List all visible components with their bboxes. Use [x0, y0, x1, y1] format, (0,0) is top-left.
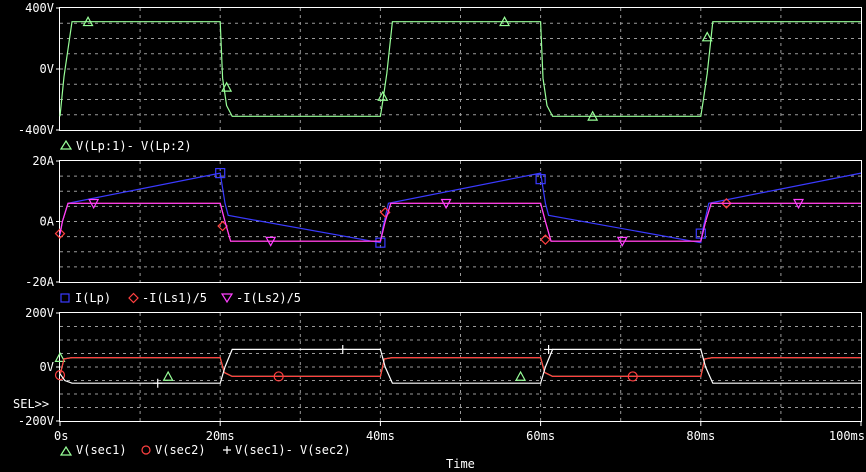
- legend-label-i-lp: I(Lp): [75, 291, 111, 305]
- legend-triangle-down-icon: [220, 293, 234, 304]
- sel-marker-label[interactable]: SEL>>: [13, 397, 49, 411]
- marker-i-ls1-5: [379, 207, 391, 218]
- marker-v-sec1: [162, 370, 174, 381]
- marker-i-lp: [695, 228, 706, 239]
- x-tick-label: 60ms: [526, 429, 555, 443]
- marker-v-sec2: [54, 370, 66, 381]
- legend-label-i-ls1: -I(Ls1)/5: [142, 291, 207, 305]
- series-line-v-sec1-v-sec2: [59, 348, 861, 384]
- top-plot-series: [59, 15, 861, 121]
- series-line-v-sec2: [59, 357, 861, 377]
- marker-v-lp-1-v-lp-2: [701, 31, 713, 42]
- marker-i-ls1-5: [540, 234, 551, 245]
- marker-v-lp-1-v-lp-2: [587, 110, 599, 121]
- marker-i-ls2-5: [265, 236, 277, 247]
- bottom-legend: V(sec1) V(sec2) V(sec1)- V(sec2): [59, 443, 351, 457]
- x-axis-label: Time: [446, 457, 475, 471]
- marker-i-lp: [375, 237, 386, 248]
- legend-plus-icon: [223, 446, 231, 454]
- marker-i-lp: [535, 174, 546, 185]
- marker-v-lp-1-v-lp-2: [377, 90, 389, 101]
- y-tick-label: 0V: [40, 360, 54, 374]
- marker-v-sec1: [515, 370, 527, 381]
- top-plot-grid: [60, 8, 861, 130]
- y-tick-label: -20A: [25, 275, 55, 289]
- legend-label-v-sec-diff: V(sec1)- V(sec2): [235, 443, 351, 457]
- marker-v-lp-1-v-lp-2: [499, 15, 511, 27]
- bottom-plot-series: [54, 344, 861, 388]
- marker-i-ls2-5: [793, 198, 805, 210]
- legend-label-v-sec2: V(sec2): [155, 443, 206, 457]
- legend-circle-icon: [141, 445, 151, 455]
- marker-v-lp-1-v-lp-2: [221, 81, 233, 92]
- marker-i-ls2-5: [616, 236, 628, 247]
- marker-i-ls2-5: [88, 198, 100, 210]
- x-tick-labels: 0s 20ms 40ms 60ms 80ms 100ms: [54, 421, 865, 443]
- top-legend: V(Lp:1)- V(Lp:2): [59, 139, 192, 153]
- marker-v-sec1-v-sec2: [338, 344, 348, 354]
- y-tick-label: 400V: [25, 1, 54, 15]
- y-tick-label: 20A: [32, 154, 54, 168]
- x-tick-label: 0s: [54, 429, 68, 443]
- middle-y-tick-labels: 20A 0A -20A: [25, 154, 60, 289]
- marker-v-lp-1-v-lp-2: [82, 15, 94, 27]
- series-line-v-lp-1-v-lp-2: [59, 21, 861, 117]
- y-tick-label: 0V: [40, 62, 54, 76]
- legend-diamond-icon: [128, 292, 139, 304]
- marker-i-ls1-5: [217, 220, 228, 232]
- legend-label-v-sec1: V(sec1): [76, 443, 127, 457]
- marker-v-sec2: [273, 371, 284, 382]
- series-line-i-ls2-5: [59, 202, 861, 242]
- marker-i-lp: [215, 168, 226, 179]
- y-tick-label: -400V: [18, 123, 54, 137]
- marker-v-sec1: [54, 351, 66, 362]
- y-tick-label: -200V: [18, 414, 54, 428]
- y-tick-label: 200V: [25, 306, 54, 320]
- bottom-plot-grid: [60, 313, 861, 421]
- legend-label-v-lp: V(Lp:1)- V(Lp:2): [76, 139, 192, 153]
- legend-triangle-icon: [59, 139, 73, 150]
- marker-v-sec2: [627, 371, 638, 382]
- x-tick-label: 100ms: [829, 429, 865, 443]
- x-tick-label: 20ms: [206, 429, 235, 443]
- y-tick-label: 0A: [40, 215, 55, 229]
- middle-legend: I(Lp) -I(Ls1)/5 -I(Ls2)/5: [60, 291, 301, 305]
- legend-square-icon: [60, 293, 70, 303]
- middle-plot-grid: [60, 161, 861, 282]
- x-tick-label: 40ms: [366, 429, 395, 443]
- marker-v-sec1-v-sec2: [544, 344, 554, 354]
- legend-triangle-icon: [59, 445, 73, 456]
- marker-i-ls1-5: [54, 228, 66, 239]
- series-line-i-ls1-5: [59, 202, 861, 242]
- middle-plot-series: [54, 168, 862, 248]
- marker-i-ls2-5: [440, 198, 452, 210]
- legend-label-i-ls2: -I(Ls2)/5: [236, 291, 301, 305]
- marker-v-sec1-v-sec2: [153, 378, 163, 388]
- top-y-tick-labels: 400V 0V -400V: [18, 1, 60, 137]
- x-tick-label: 80ms: [686, 429, 715, 443]
- bottom-y-tick-labels: 200V 0V -200V: [18, 306, 60, 428]
